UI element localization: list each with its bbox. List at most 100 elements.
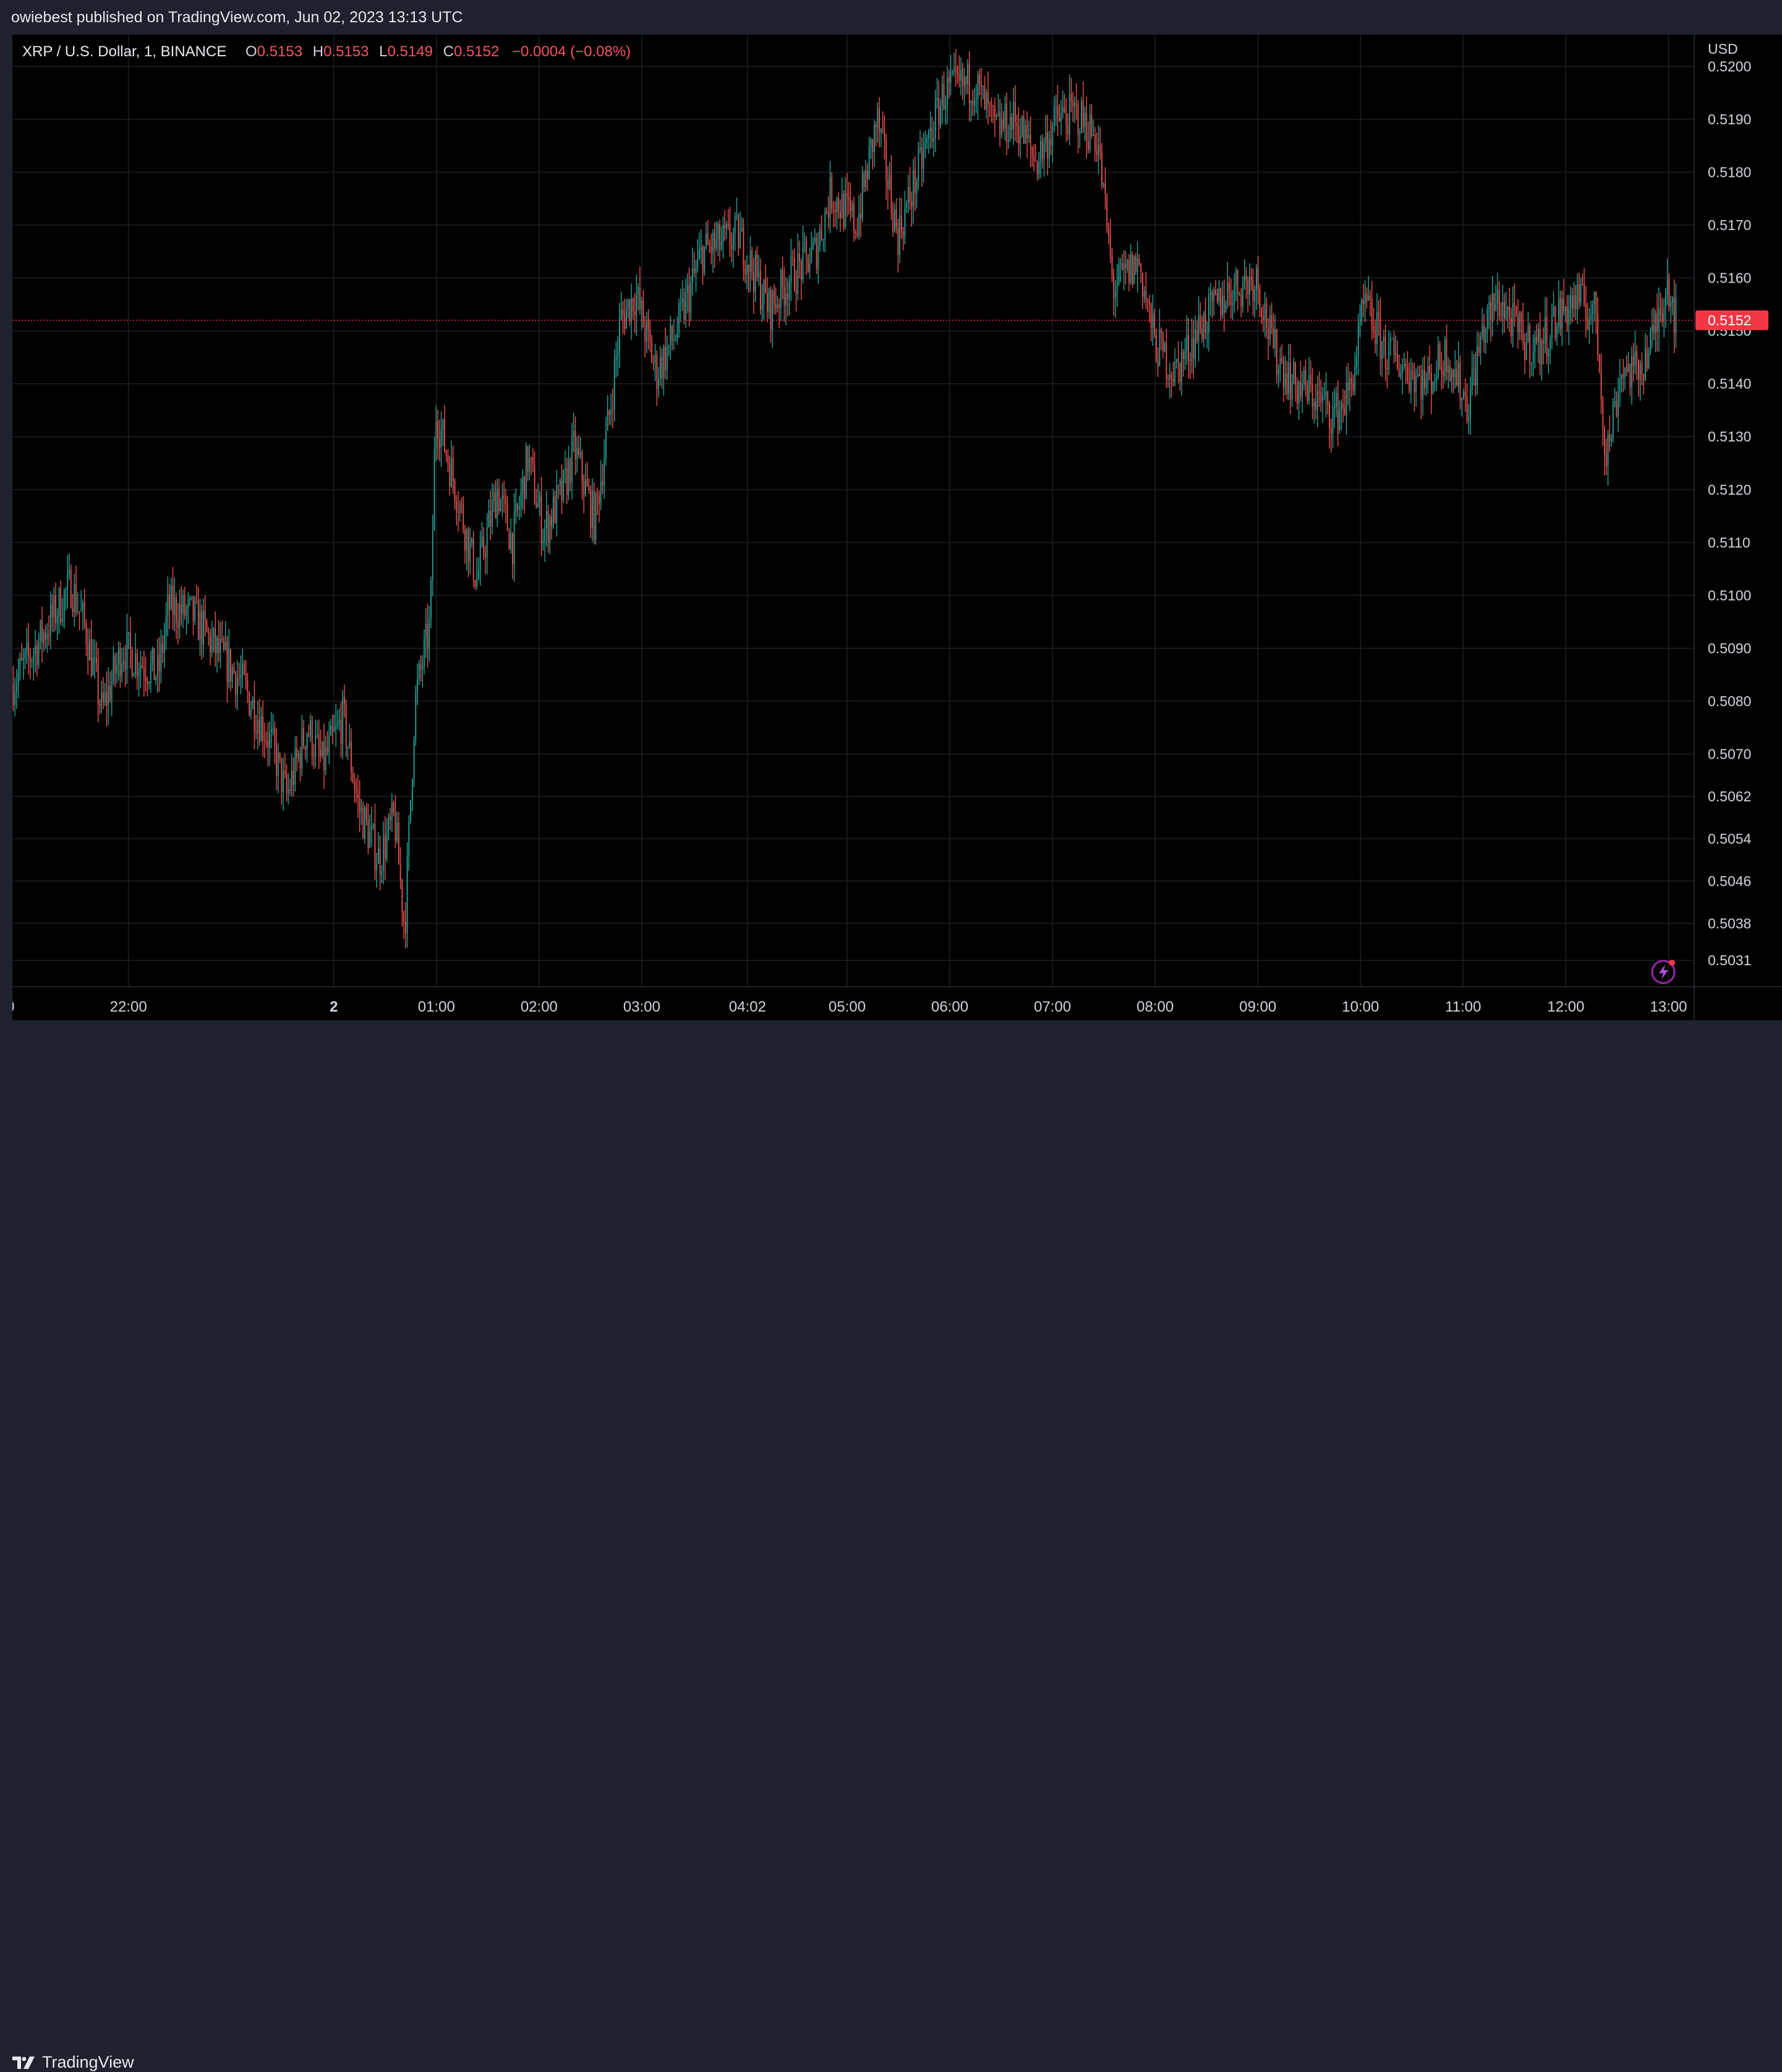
candle-body [1154, 313, 1156, 335]
candle-body [262, 716, 264, 741]
candle-body [398, 822, 399, 864]
x-tick-label: 02:00 [521, 999, 558, 1015]
symbol-legend[interactable]: XRP / U.S. Dollar, 1, BINANCE O0.5153 H0… [22, 43, 631, 61]
candle-body [269, 732, 271, 748]
x-tick-label: 11:00 [1445, 999, 1481, 1015]
candle-body [1093, 134, 1094, 137]
candle-body [35, 645, 36, 654]
candle-body [1088, 141, 1089, 150]
candle-body [552, 496, 554, 527]
lightning-bolt-icon[interactable] [1650, 957, 1678, 986]
candle-body [1670, 302, 1672, 307]
candle-body [167, 594, 169, 616]
candle-body [958, 74, 960, 81]
candle-body [927, 132, 929, 139]
candle-body [1486, 309, 1488, 328]
candle-body [838, 198, 840, 212]
candle-body [1641, 363, 1643, 375]
candle-body [1398, 368, 1400, 377]
candle-body [1525, 341, 1527, 360]
candle-body [408, 821, 410, 857]
candle-body [945, 104, 947, 109]
candle-body [283, 770, 284, 793]
candle-body [1418, 374, 1420, 377]
candle-body [1206, 332, 1208, 333]
candle-body [845, 193, 846, 227]
candle-body [1451, 370, 1452, 381]
candle-body [802, 242, 804, 280]
candle-body [143, 667, 145, 676]
tradingview-brand[interactable]: TradingView [12, 2053, 134, 2072]
price-axis-panel[interactable] [1694, 35, 1782, 987]
candle-body [1156, 335, 1157, 361]
candle-body [984, 85, 986, 110]
candle-body [123, 661, 124, 663]
candle-body [233, 667, 235, 673]
candle-body [1604, 428, 1605, 454]
candle-body [899, 215, 901, 255]
candle-body [897, 227, 899, 255]
candle-body [979, 74, 981, 84]
candle-body [325, 747, 326, 770]
candle-body [131, 649, 133, 676]
candle-body [1152, 313, 1154, 328]
candle-body [714, 232, 715, 249]
candle-body [458, 511, 459, 513]
candle-body [1193, 338, 1195, 359]
y-tick-label: 0.5070 [1708, 746, 1751, 762]
candle-body [1128, 260, 1130, 283]
candle-body [549, 516, 551, 542]
candle-body [1113, 275, 1115, 297]
candle-body [69, 569, 70, 574]
candle-body [646, 319, 647, 342]
x-tick-label: 13:00 [1650, 999, 1687, 1015]
candle-body [741, 227, 743, 231]
currency-label[interactable]: USD [1708, 41, 1738, 57]
tradingview-logo-icon [12, 2056, 35, 2069]
published-info: owiebest published on TradingView.com, J… [11, 9, 463, 26]
candle-body [1675, 299, 1677, 333]
candle-body [955, 67, 957, 69]
candle-body [185, 609, 187, 616]
chart-area[interactable]: 0.5200 0.5190 0.5180 0.5170 0.5160 0.5150 0.51… [12, 35, 1782, 1020]
candle-body [393, 803, 394, 813]
candle-body [926, 138, 928, 144]
candle-body [49, 604, 51, 636]
legend-symbol[interactable]: XRP / U.S. Dollar, 1, BINANCE [22, 43, 227, 60]
candle-body [80, 610, 82, 612]
candlestick-chart[interactable]: 0.52000.51900.51800.51700.51600.51500.51… [12, 35, 1782, 1020]
candle-body [963, 77, 965, 86]
candle-body [686, 285, 688, 292]
candle-body [706, 233, 707, 247]
candle-body [1261, 308, 1263, 317]
candle-body [31, 660, 33, 662]
candle-body [936, 98, 938, 100]
candle-body [1043, 143, 1045, 159]
candle-body [1568, 309, 1570, 325]
candle-body [1327, 391, 1329, 404]
candle-body [1432, 382, 1434, 394]
candle-body [1588, 320, 1590, 329]
candle-body [1519, 312, 1520, 332]
candle-body [804, 241, 806, 243]
candle-body [1172, 379, 1174, 383]
candle-body [452, 458, 454, 481]
candle-body [558, 485, 559, 487]
candle-body [840, 211, 841, 218]
candle-body [522, 476, 524, 492]
candle-body [1305, 370, 1307, 385]
candle-body [986, 92, 987, 110]
candle-body [1655, 313, 1656, 333]
candle-body [1159, 330, 1161, 366]
candle-body [1514, 304, 1516, 307]
candle-body [1370, 295, 1371, 299]
candle-body [1195, 330, 1196, 359]
candle-body [12, 685, 14, 706]
candle-body [559, 480, 561, 486]
candle-body [1323, 396, 1325, 398]
legend-open-value: 0.5153 [257, 43, 303, 60]
candle-body [1480, 336, 1481, 353]
y-tick-label: 0.5100 [1708, 587, 1751, 603]
candle-body [1101, 152, 1102, 185]
candle-body [853, 203, 855, 231]
